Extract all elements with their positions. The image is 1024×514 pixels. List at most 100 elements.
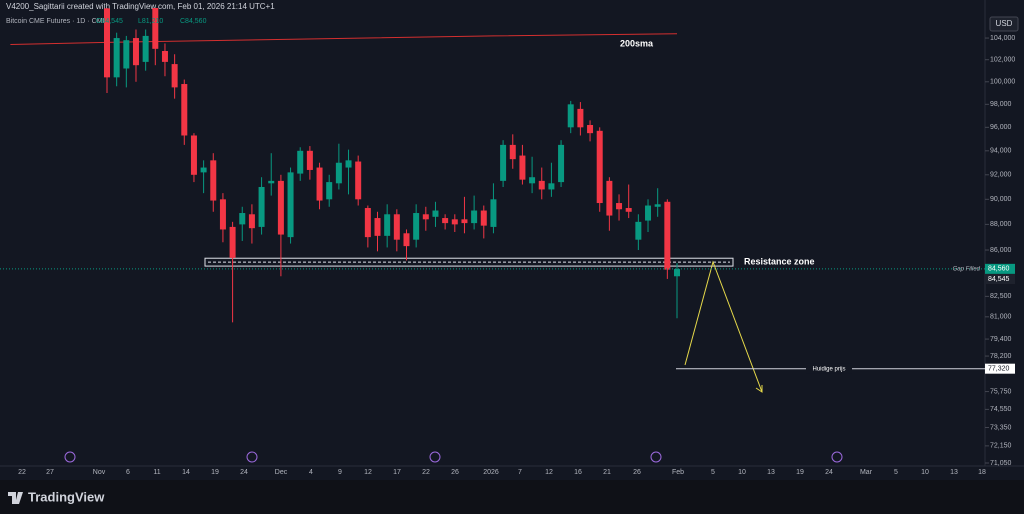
ohlc-value: L81,210 [138, 18, 163, 25]
candle-body [577, 108, 584, 128]
y-tick-label: 78,200 [990, 353, 1012, 360]
y-tick-label: 92,000 [990, 172, 1012, 179]
price-label-box [985, 263, 1015, 274]
plot [10, 8, 734, 323]
candle-body [132, 38, 139, 66]
x-tick-label: 12 [545, 469, 553, 476]
x-tick-label: 11 [153, 469, 160, 476]
arrow-head [755, 385, 763, 393]
symbol: Bitcoin CME Futures · 1D · CME [6, 18, 107, 25]
x-tick-label: 19 [796, 469, 804, 476]
candle-body [654, 204, 661, 207]
candle-body [258, 186, 265, 227]
footer [0, 480, 1024, 514]
candle-body [200, 167, 207, 173]
candle-body [287, 172, 294, 238]
logo-icon [8, 492, 23, 504]
y-tick-label: 81,000 [990, 314, 1012, 321]
candle-body [567, 104, 574, 128]
price-note: Gap Filled [953, 266, 981, 272]
x-tick-label: 19 [211, 469, 219, 476]
y-tick-label: 82,500 [990, 293, 1012, 300]
candle-body [181, 84, 188, 136]
y-tick-label: 86,000 [990, 247, 1012, 254]
x-tick-label: 13 [767, 469, 775, 476]
x-tick-label: 16 [574, 469, 582, 476]
candle-body [596, 130, 603, 204]
x-tick-label: Feb [672, 469, 684, 476]
candle-body [500, 144, 507, 181]
candle-body [442, 218, 449, 224]
y-tick-label: 104,000 [990, 35, 1015, 42]
candle-body [152, 8, 159, 49]
event-icon[interactable] [429, 451, 441, 463]
zone-label: Resistance zone [744, 257, 815, 267]
candle-body [142, 35, 149, 62]
currency-box[interactable] [989, 16, 1019, 32]
candle-body [538, 180, 545, 190]
x-tick-label: 22 [422, 469, 430, 476]
candle-body [645, 205, 652, 221]
price-label-box [985, 274, 1015, 285]
credit: V4200_Sagittarii created with TradingVie… [6, 2, 275, 11]
candle-body [664, 201, 671, 270]
candle-body [268, 180, 275, 184]
candle-body [171, 64, 178, 88]
x-tick-label: 5 [894, 469, 898, 476]
candle-body [490, 199, 497, 227]
current-price-tag [806, 363, 852, 374]
brand: TradingView [28, 489, 105, 504]
y-tick-label: 90,000 [990, 196, 1012, 203]
event-icon[interactable] [831, 451, 843, 463]
candle-body [219, 199, 226, 230]
y-tick-label: 98,000 [990, 101, 1012, 108]
candle-body [335, 162, 342, 184]
event-icon[interactable] [650, 451, 662, 463]
candle-body [104, 8, 110, 78]
x-tick-label: 10 [921, 469, 929, 476]
candle-body [161, 50, 168, 62]
current-price-box [985, 363, 1015, 374]
y-tick-label: 100,000 [990, 79, 1015, 86]
current-price-value: 77,320 [988, 366, 1010, 373]
x-tick-label: 5 [711, 469, 715, 476]
sma-line [10, 33, 678, 46]
x-tick-label: 21 [603, 469, 611, 476]
x-tick-label: Nov [93, 469, 106, 476]
candle-body [529, 177, 536, 184]
event-icon[interactable] [64, 451, 76, 463]
y-tick-label: 96,000 [990, 124, 1012, 131]
candle-body [519, 155, 526, 180]
x-tick-label: 26 [451, 469, 459, 476]
candle-body [190, 135, 197, 175]
candle-body [364, 208, 371, 238]
candle-body [113, 38, 120, 78]
price-label: 84,545 [988, 276, 1010, 283]
candle-body [480, 210, 487, 226]
candle-body [345, 160, 352, 168]
y-tick-label: 102,000 [990, 57, 1015, 64]
candle-body [616, 203, 623, 210]
x-tick-label: 10 [738, 469, 746, 476]
x-tick-label: 7 [518, 469, 522, 476]
candle-body [548, 183, 555, 190]
candle-body [229, 226, 236, 258]
x-tick-label: 2026 [483, 469, 499, 476]
ohlc-value: O84,545 [96, 18, 123, 25]
candle-body [471, 210, 478, 224]
x-tick-label: 22 [18, 469, 26, 476]
x-tick-label: 26 [633, 469, 641, 476]
candle-body [239, 213, 246, 225]
x-tick-label: 24 [825, 469, 833, 476]
x-tick-label: 4 [309, 469, 313, 476]
candle-body [326, 182, 333, 200]
event-icon[interactable] [246, 451, 258, 463]
candle-body [355, 161, 362, 200]
y-tick-label: 79,400 [990, 336, 1012, 343]
candle-body [558, 144, 565, 183]
candle-body [587, 125, 594, 134]
candle-body [413, 213, 420, 240]
candle-body [374, 218, 381, 236]
